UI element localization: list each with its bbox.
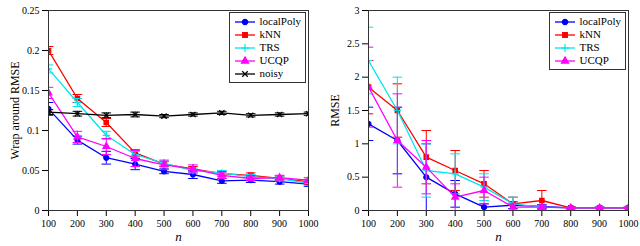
html-text:kNN: kNN <box>259 28 281 40</box>
svg-text:0.1: 0.1 <box>27 125 40 136</box>
svg-text:RMSE: RMSE <box>328 94 342 127</box>
svg-text:600: 600 <box>185 218 200 229</box>
svg-text:n: n <box>495 229 502 244</box>
svg-text:200: 200 <box>70 218 85 229</box>
svg-text:800: 800 <box>563 218 578 229</box>
svg-text:500: 500 <box>157 218 172 229</box>
svg-text:Wrap around RMSE: Wrap around RMSE <box>8 61 22 159</box>
svg-text:2.5: 2.5 <box>347 38 360 49</box>
svg-text:600: 600 <box>505 218 520 229</box>
svg-text:1000: 1000 <box>299 218 319 229</box>
html-text:noisy: noisy <box>259 67 284 79</box>
html-text:TRS: TRS <box>579 41 600 53</box>
svg-text:1000: 1000 <box>619 218 639 229</box>
svg-text:100: 100 <box>41 218 56 229</box>
svg-text:0: 0 <box>35 205 40 216</box>
svg-text:400: 400 <box>448 218 463 229</box>
svg-text:0.5: 0.5 <box>347 171 360 182</box>
svg-text:400: 400 <box>128 218 143 229</box>
svg-text:2: 2 <box>355 71 360 82</box>
html-text:UCQP: UCQP <box>579 54 609 66</box>
svg-text:900: 900 <box>592 218 607 229</box>
html-text:localPoly: localPoly <box>579 15 621 27</box>
svg-text:800: 800 <box>243 218 258 229</box>
svg-text:900: 900 <box>272 218 287 229</box>
svg-text:3: 3 <box>355 5 360 16</box>
svg-text:0.15: 0.15 <box>22 85 40 96</box>
svg-text:500: 500 <box>477 218 492 229</box>
svg-text:300: 300 <box>99 218 114 229</box>
svg-text:n: n <box>175 229 182 244</box>
html-text:kNN: kNN <box>579 28 601 40</box>
svg-text:0.2: 0.2 <box>27 45 40 56</box>
svg-text:700: 700 <box>214 218 229 229</box>
html-text:TRS: TRS <box>259 41 280 53</box>
svg-text:0.05: 0.05 <box>22 165 40 176</box>
svg-text:0.25: 0.25 <box>22 5 40 16</box>
html-text:localPoly: localPoly <box>259 15 301 27</box>
svg-text:0: 0 <box>355 205 360 216</box>
svg-text:200: 200 <box>390 218 405 229</box>
svg-text:300: 300 <box>419 218 434 229</box>
html-text:UCQP: UCQP <box>259 54 289 66</box>
svg-text:700: 700 <box>534 218 549 229</box>
svg-text:1.5: 1.5 <box>347 105 360 116</box>
svg-text:1: 1 <box>355 138 360 149</box>
svg-text:100: 100 <box>361 218 376 229</box>
